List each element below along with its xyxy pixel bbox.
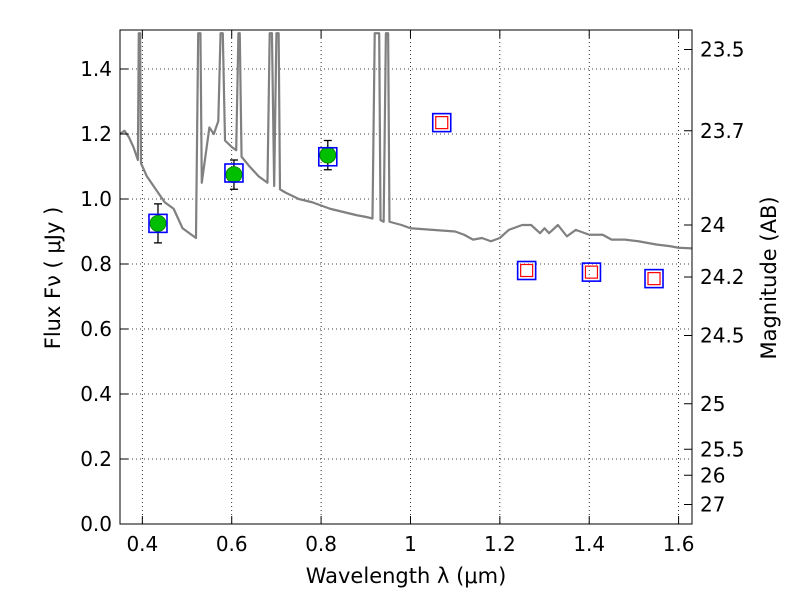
y-axis-label: Flux Fν ( μJy ) bbox=[41, 207, 65, 350]
x-tick-label: 1 bbox=[404, 532, 417, 556]
upper-limit-square bbox=[520, 263, 534, 278]
y-tick-label: 1.2 bbox=[80, 122, 112, 146]
x-tick-label: 0.6 bbox=[216, 532, 248, 556]
observed-flux-point bbox=[225, 166, 243, 184]
right-tick-label: 24.5 bbox=[700, 324, 745, 348]
observed-flux-point bbox=[319, 146, 337, 164]
right-tick-label: 24 bbox=[700, 213, 725, 237]
upper-limit-square bbox=[584, 265, 599, 279]
spectrum-line bbox=[120, 32, 692, 250]
right-tick-label: 25 bbox=[700, 392, 725, 416]
upper-limit-square bbox=[647, 272, 661, 286]
right-tick-label: 23.7 bbox=[700, 119, 745, 143]
marker-layer bbox=[148, 112, 664, 289]
model-photometry-square bbox=[644, 268, 664, 289]
x-tick-label: 0.8 bbox=[305, 532, 337, 556]
y-tick-label: 0.2 bbox=[80, 447, 112, 471]
model-photometry-square bbox=[516, 260, 537, 281]
model-photometry-square bbox=[581, 262, 602, 282]
x-tick-label: 0.4 bbox=[126, 532, 158, 556]
y-tick-label: 1.0 bbox=[80, 187, 112, 211]
y-tick-label: 1.4 bbox=[80, 57, 112, 81]
y-tick-label: 0.6 bbox=[80, 317, 112, 341]
x-tick-label: 1.2 bbox=[484, 532, 516, 556]
model-photometry-square bbox=[224, 163, 244, 183]
x-axis-label: Wavelength λ (μm) bbox=[306, 564, 507, 588]
right-tick-label: 26 bbox=[700, 463, 725, 487]
spectrum-layer bbox=[120, 32, 692, 250]
x-tick-label: 1.4 bbox=[573, 532, 605, 556]
model-photometry-square bbox=[148, 213, 168, 234]
y-tick-label: 0.0 bbox=[80, 512, 112, 536]
right-tick-label: 27 bbox=[700, 493, 725, 517]
observed-flux-point bbox=[149, 214, 167, 232]
right-tick-label: 24.2 bbox=[700, 265, 745, 289]
model-photometry-square bbox=[317, 146, 338, 167]
x-tick-label: 1.6 bbox=[663, 532, 695, 556]
right-tick-label: 23.5 bbox=[700, 38, 745, 62]
right-axis-label: Magnitude (AB) bbox=[757, 196, 781, 359]
y-tick-label: 0.4 bbox=[80, 382, 112, 406]
axes: 0.4 0.6 0.8 1 1.2 1.4 1.6 0.0 0.2 0.4 0.6 0.8 1.0 1.2… bbox=[80, 30, 745, 556]
model-photometry-square bbox=[431, 112, 452, 133]
upper-limit-square bbox=[435, 116, 449, 130]
y-tick-label: 0.8 bbox=[80, 252, 112, 276]
right-tick-label: 25.5 bbox=[700, 437, 745, 461]
